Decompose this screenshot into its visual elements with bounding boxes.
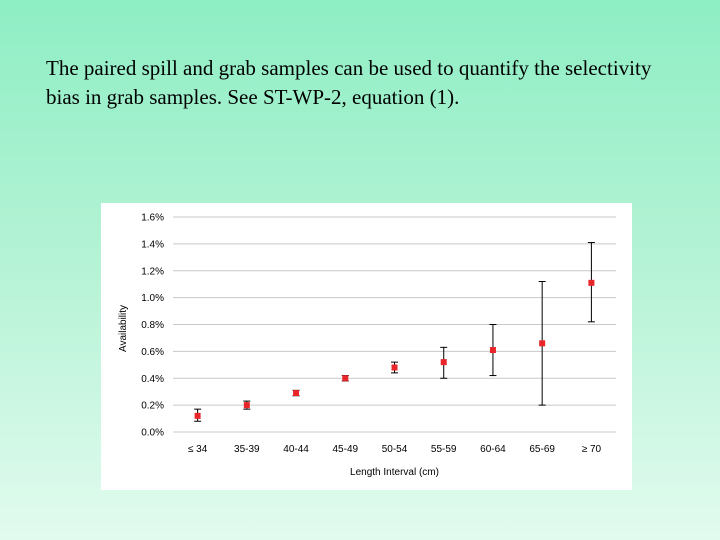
data-point [194,412,201,419]
availability-chart: 0.0% 0.2% 0.4% 0.6% 0.8% 1.0% 1.2% 1.4% 1.6% ≤ 3… [118,213,616,478]
data-point [243,402,250,409]
x-tick-label: 45-49 [332,444,358,455]
y-tick-label: 0.4% [141,374,164,385]
x-tick-label: ≥ 70 [582,444,602,455]
x-tick-label: 60-64 [480,444,506,455]
data-point [588,279,595,286]
data-point [342,375,349,382]
y-tick-label: 0.6% [141,347,164,358]
chart-panel: 0.0% 0.2% 0.4% 0.6% 0.8% 1.0% 1.2% 1.4% 1.6% ≤ 3… [101,203,632,490]
x-tick-label: 65-69 [529,444,555,455]
y-tick-label: 1.2% [141,266,164,277]
x-tick-label: 55-59 [431,444,457,455]
y-tick-label: 0.8% [141,320,164,331]
y-tick-label: 1.6% [141,213,164,224]
x-tick-label: ≤ 34 [188,444,208,455]
x-axis-title: Length Interval (cm) [350,467,439,478]
data-point [440,359,447,366]
data-point [489,347,496,354]
y-tick-label: 1.4% [141,239,164,250]
y-tick-label: 0.2% [141,401,164,412]
x-tick-label: 40-44 [283,444,309,455]
y-axis-title: Availability [118,305,129,352]
data-point [539,340,546,347]
slide-body-text: The paired spill and grab samples can be… [46,56,652,109]
data-points [194,279,595,419]
error-bars [194,242,595,422]
y-tick-labels: 0.0% 0.2% 0.4% 0.6% 0.8% 1.0% 1.2% 1.4% 1.6% [141,213,164,439]
x-tick-labels: ≤ 34 35-39 40-44 45-49 50-54 55-59 60-64 65-69 ≥… [188,444,602,455]
gridlines [173,216,616,433]
y-tick-label: 0.0% [141,428,164,439]
x-tick-label: 50-54 [382,444,408,455]
x-tick-label: 35-39 [234,444,260,455]
data-point [293,390,300,397]
y-tick-label: 1.0% [141,293,164,304]
data-point [391,364,398,371]
